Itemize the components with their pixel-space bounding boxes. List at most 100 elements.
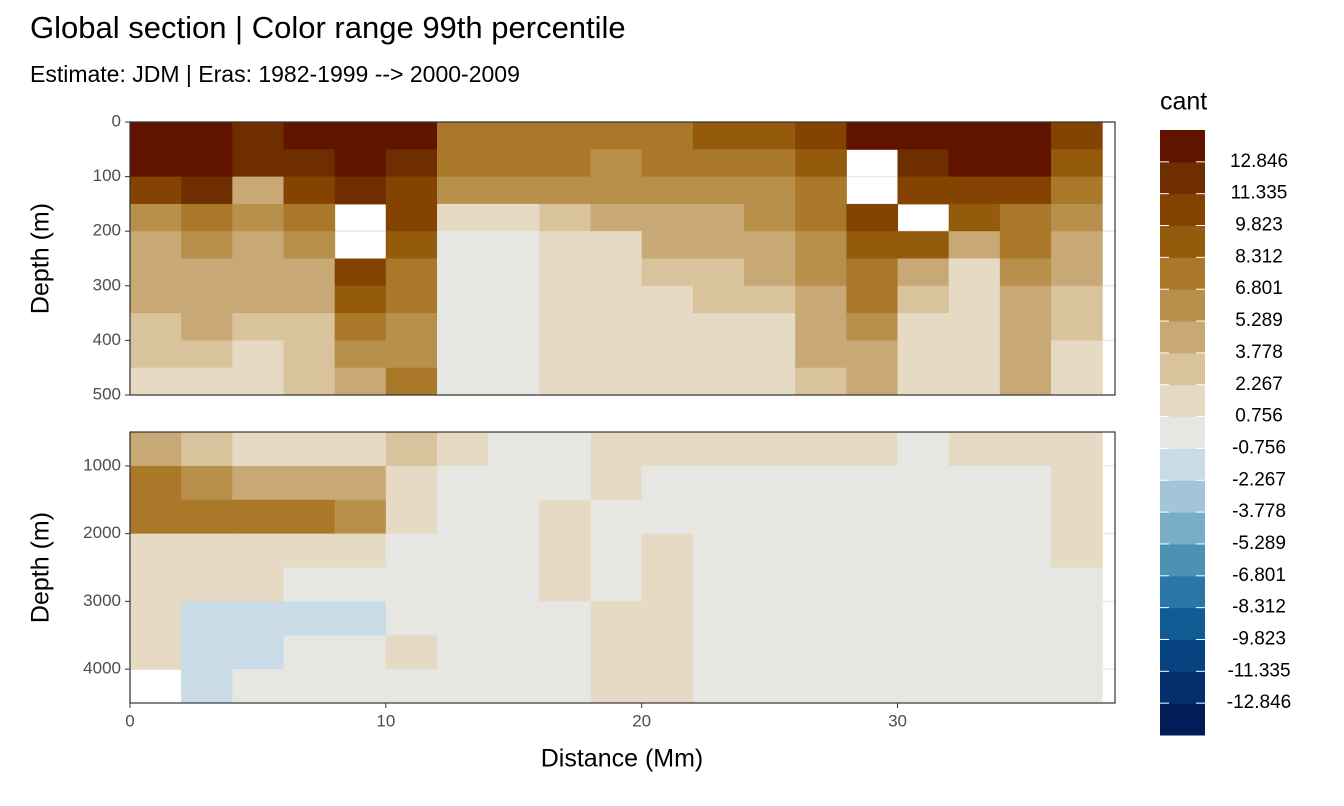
contour-cell xyxy=(539,258,592,287)
contour-cell xyxy=(590,635,643,670)
contour-cell xyxy=(948,635,1001,670)
contour-cell xyxy=(744,340,796,369)
contour-cell xyxy=(948,567,1001,602)
contour-cell xyxy=(385,669,438,704)
contour-cell xyxy=(334,567,387,602)
contour-cell xyxy=(948,465,1001,501)
contour-cell xyxy=(334,340,387,369)
contour-cell xyxy=(795,176,847,205)
contour-cell xyxy=(385,432,438,467)
contour-cell xyxy=(641,432,694,467)
y-tick-label: 4000 xyxy=(83,659,121,678)
contour-cell xyxy=(1051,635,1103,670)
contour-cell xyxy=(1051,499,1103,535)
contour-cell xyxy=(897,285,950,314)
contour-cell xyxy=(1051,176,1103,205)
contour-cell xyxy=(999,465,1052,501)
contour-cell xyxy=(846,258,899,287)
contour-cell xyxy=(437,669,489,704)
contour-cell xyxy=(744,533,796,568)
contour-cell xyxy=(181,533,233,568)
contour-cell xyxy=(897,313,950,341)
contour-cell xyxy=(590,231,643,259)
contour-cell xyxy=(999,533,1052,568)
y-tick-label: 3000 xyxy=(83,591,121,610)
contour-cell xyxy=(181,285,233,314)
contour-cell xyxy=(539,149,592,178)
contour-cell xyxy=(1051,258,1103,287)
contour-cell xyxy=(385,499,438,535)
contour-cell xyxy=(334,313,387,341)
contour-cell xyxy=(334,533,387,568)
contour-cell xyxy=(488,231,540,259)
contour-cell xyxy=(488,149,540,178)
contour-cell xyxy=(795,285,847,314)
y-tick-label: 200 xyxy=(93,221,121,240)
contour-cell xyxy=(897,567,950,602)
contour-cell xyxy=(488,285,540,314)
contour-cell xyxy=(999,122,1052,150)
contour-cell xyxy=(334,601,387,636)
contour-cell xyxy=(590,367,643,396)
contour-cell xyxy=(488,601,540,636)
contour-cell xyxy=(385,465,438,501)
contour-cell xyxy=(897,533,950,568)
contour-cell xyxy=(641,176,694,205)
contour-cell xyxy=(488,203,540,232)
contour-cell xyxy=(795,313,847,341)
contour-cell xyxy=(846,285,899,314)
y-tick-label: 1000 xyxy=(83,455,121,474)
contour-cell xyxy=(130,465,182,501)
legend-swatch xyxy=(1160,225,1205,258)
contour-cell xyxy=(539,122,592,150)
contour-cell xyxy=(1051,149,1103,178)
contour-cell xyxy=(130,149,182,178)
contour-cell xyxy=(795,149,847,178)
contour-cell xyxy=(283,258,336,287)
contour-cell xyxy=(385,635,438,670)
contour-cell xyxy=(692,533,745,568)
contour-cell xyxy=(385,176,438,205)
contour-cell xyxy=(181,203,233,232)
contour-cell xyxy=(999,669,1052,704)
panel-border xyxy=(129,431,1116,704)
contour-cell xyxy=(437,340,489,369)
contour-cell xyxy=(744,149,796,178)
contour-cell xyxy=(437,258,489,287)
contour-cell xyxy=(488,367,540,396)
contour-cell xyxy=(641,231,694,259)
contour-cell xyxy=(385,231,438,259)
contour-cell xyxy=(130,567,182,602)
legend-swatch xyxy=(1160,543,1205,577)
contour-cell xyxy=(948,203,1001,232)
contour-cell xyxy=(437,231,489,259)
contour-cell xyxy=(846,669,899,704)
contour-cell xyxy=(130,122,182,150)
legend-label: 9.823 xyxy=(1235,215,1283,236)
contour-cell xyxy=(846,635,899,670)
contour-cell xyxy=(744,122,796,150)
contour-cell xyxy=(692,313,745,341)
y-axis-label: Depth (m) xyxy=(27,512,55,623)
contour-cell xyxy=(130,285,182,314)
contour-cell xyxy=(999,601,1052,636)
contour-cell xyxy=(795,533,847,568)
contour-cell xyxy=(437,465,489,501)
contour-cell xyxy=(181,669,233,704)
legend-label: 5.289 xyxy=(1235,310,1283,331)
chart-subtitle: Estimate: JDM | Eras: 1982-1999 --> 2000… xyxy=(30,61,520,87)
contour-cell xyxy=(1051,533,1103,568)
x-axis-label: Distance (Mm) xyxy=(541,745,704,773)
contour-cell xyxy=(130,432,182,467)
contour-cell xyxy=(692,635,745,670)
contour-cell xyxy=(130,367,182,396)
contour-cell xyxy=(846,567,899,602)
contour-cell xyxy=(488,432,540,467)
contour-cell xyxy=(692,367,745,396)
contour-cell xyxy=(1051,340,1103,369)
contour-cell xyxy=(846,231,899,259)
contour-cell xyxy=(385,533,438,568)
legend-label: -2.267 xyxy=(1232,469,1286,490)
contour-cell xyxy=(692,149,745,178)
contour-cell xyxy=(641,635,694,670)
